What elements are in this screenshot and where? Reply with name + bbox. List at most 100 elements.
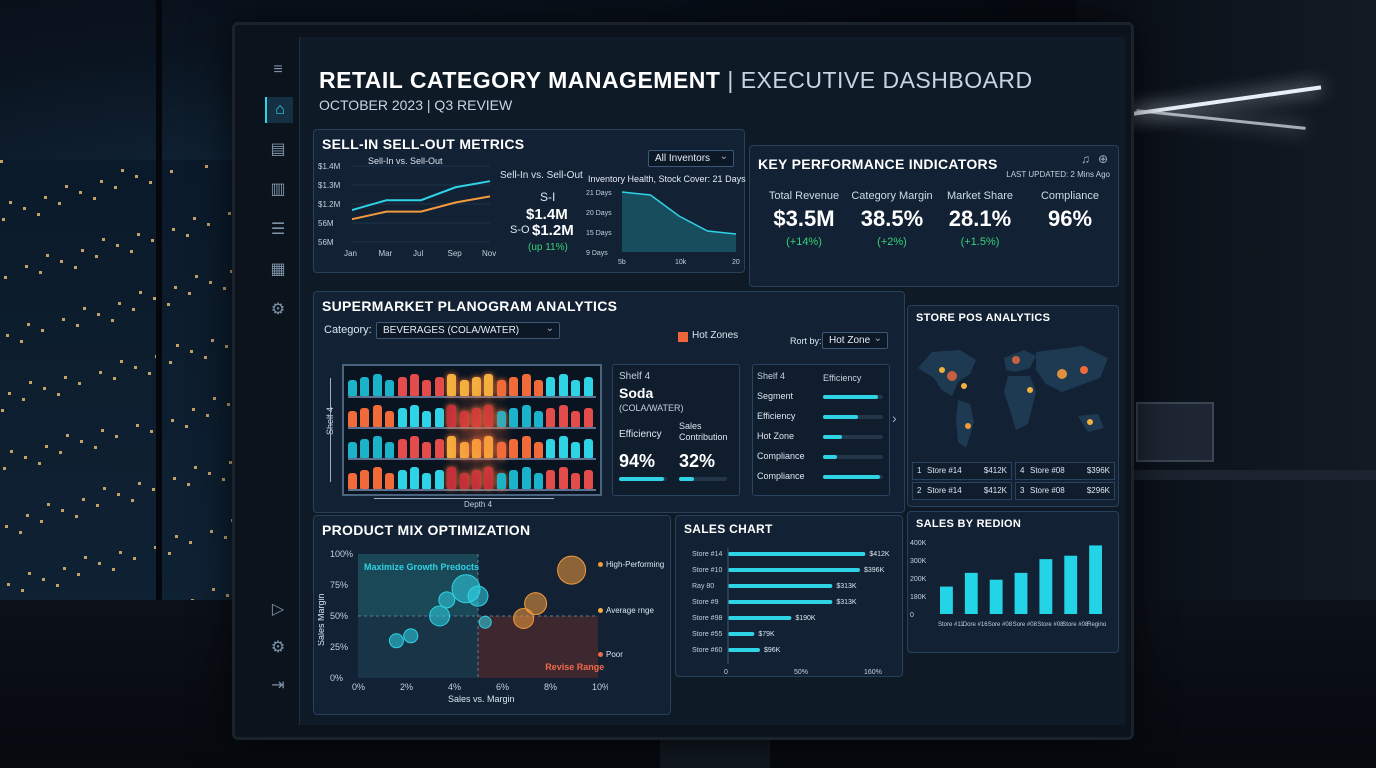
- shelf-row: [348, 370, 596, 398]
- y-tick-label: $1.3M: [318, 181, 341, 190]
- product-bottle: [459, 380, 469, 396]
- scatter-point: [403, 628, 419, 644]
- panel-title: SALES BY REDION: [916, 518, 1022, 530]
- efficiency-value: 94%: [619, 451, 656, 471]
- change-value: (up 11%): [528, 242, 568, 253]
- store-rank: 3: [1020, 486, 1025, 495]
- product-name: Soda: [619, 385, 654, 401]
- settings-icon[interactable]: ⚙: [270, 301, 286, 318]
- metric-label: Segment: [757, 391, 794, 401]
- sales-bar: [728, 632, 755, 636]
- shelf-row: [348, 432, 596, 460]
- logout-icon[interactable]: ⇥: [271, 677, 285, 694]
- calendar-icon[interactable]: ▦: [270, 261, 286, 278]
- product-bottle: [521, 436, 531, 458]
- gear-icon[interactable]: ⚙: [270, 639, 286, 656]
- kpi-panel: KEY PERFORMANCE INDICATORS ♫ ⊕ LAST UPDA…: [749, 145, 1119, 287]
- contribution-label: Sales Contribution: [679, 421, 728, 442]
- store-rank-item[interactable]: 3 Store #08 $296K: [1015, 482, 1115, 500]
- region-bar: [1014, 572, 1028, 614]
- scatter-point: [524, 592, 548, 616]
- contribution-track: [679, 477, 727, 481]
- quadrant-revise: [478, 616, 598, 678]
- y-tick-label: 100%: [330, 549, 353, 559]
- metric-bar: [823, 475, 880, 479]
- x-tick-label: 5b: [618, 259, 626, 266]
- sales-bar: [728, 648, 760, 652]
- y-tick-label: 15 Days: [586, 230, 612, 237]
- menu-icon[interactable]: ≡: [273, 61, 283, 78]
- so-label: S-O: [510, 224, 530, 236]
- globe-icon[interactable]: ⊕: [1097, 152, 1108, 166]
- bell-icon[interactable]: ♫: [1081, 152, 1090, 166]
- panel-title: KEY PERFORMANCE INDICATORS: [758, 156, 998, 172]
- kpi-value: $3.5M: [773, 206, 835, 231]
- shelf-detail-card[interactable]: Shelf 4 Soda (COLA/WATER) Efficiency Sal…: [612, 364, 740, 496]
- product-bottle: [521, 467, 531, 489]
- region-bar: [1089, 545, 1102, 614]
- product-bottle: [434, 377, 444, 396]
- sort-dropdown[interactable]: Hot Zone: [822, 332, 888, 349]
- value-label: $313K: [836, 599, 857, 606]
- product-bottle: [348, 411, 357, 427]
- last-updated: LAST UPDATED: 2 Mins Ago: [1006, 170, 1110, 179]
- kpi-value: 38.5%: [860, 206, 924, 231]
- x-axis-label: Sales vs. Margin: [448, 694, 515, 704]
- product-bottle: [546, 377, 556, 396]
- home-icon[interactable]: ⌂: [265, 97, 293, 123]
- product-bottle: [496, 442, 506, 458]
- bar-chart-icon[interactable]: ▥: [270, 181, 286, 198]
- category-dropdown[interactable]: BEVERAGES (COLA/WATER): [376, 322, 560, 339]
- product-bottle: [546, 470, 556, 489]
- so-value: $1.2M: [532, 222, 574, 239]
- legend-dot: [598, 562, 603, 567]
- product-mix-scatter[interactable]: Maximize Growth Predocts Revise Range 100%…: [318, 546, 608, 712]
- product-bottle: [459, 442, 469, 458]
- product-bottle: [422, 442, 432, 458]
- store-value: $412K: [983, 466, 1007, 475]
- store-rank-item[interactable]: 4 Store #08 $396K: [1015, 462, 1115, 480]
- kpi-tile: Category Margin 38.5% (+2%): [850, 190, 934, 248]
- region-bar: [940, 586, 953, 614]
- presentation-icon[interactable]: ▷: [271, 601, 285, 618]
- inventory-line: [621, 191, 737, 235]
- world-heat-map[interactable]: [912, 330, 1114, 458]
- chevron-right-icon[interactable]: ›: [892, 410, 897, 426]
- kpi-label: Category Margin: [851, 190, 933, 202]
- store-name: Store #14: [927, 466, 962, 475]
- product-bottle: [521, 405, 531, 427]
- store-rank-item[interactable]: 2 Store #14 $412K: [912, 482, 1012, 500]
- store-rank-item[interactable]: 1 Store #14 $412K: [912, 462, 1012, 480]
- product-bottle: [534, 442, 543, 458]
- product-bottle: [496, 411, 506, 427]
- reports-icon[interactable]: ▤: [270, 141, 286, 158]
- planogram-shelves[interactable]: [342, 364, 602, 496]
- panel-title: SELL-IN SELL-OUT METRICS: [322, 136, 525, 152]
- inventory-dropdown[interactable]: All Inventors: [648, 150, 734, 167]
- category-label: Store #60: [692, 647, 722, 654]
- product-bottle: [558, 436, 568, 458]
- series-line: [351, 195, 491, 221]
- hot-zone-overlay: [444, 384, 514, 488]
- y-tick-label: 180K: [910, 594, 927, 601]
- product-bottle: [410, 405, 419, 427]
- y-tick-label: 50%: [330, 611, 348, 621]
- product-bottle: [360, 408, 370, 427]
- product-bottle: [534, 380, 543, 396]
- list-edit-icon[interactable]: ☰: [270, 221, 286, 238]
- metric-bar: [823, 435, 843, 439]
- depth-axis-label: Depth 4: [464, 500, 493, 509]
- x-tick-label: Dore #16: [963, 622, 988, 628]
- product-bottle: [360, 439, 370, 458]
- scatter-point: [478, 615, 492, 629]
- product-bottle: [447, 467, 457, 489]
- si-value: $1.4M: [526, 206, 568, 223]
- product-bottle: [385, 473, 395, 489]
- legend-item: Poor: [598, 650, 623, 659]
- product-bottle: [434, 439, 444, 458]
- x-tick-label: Jul: [413, 249, 423, 258]
- dashboard-screen: ≡ ⌂ ▤ ▥ ☰ ▦ ⚙ ▷ ⚙ ⇥ RETAIL CATEGORY MANAGEMENT | …: [257, 37, 1125, 725]
- si-label: S-I: [540, 190, 556, 204]
- hot-zone-legend: Hot Zones: [692, 330, 739, 341]
- kpi-label: Market Share: [946, 190, 1014, 202]
